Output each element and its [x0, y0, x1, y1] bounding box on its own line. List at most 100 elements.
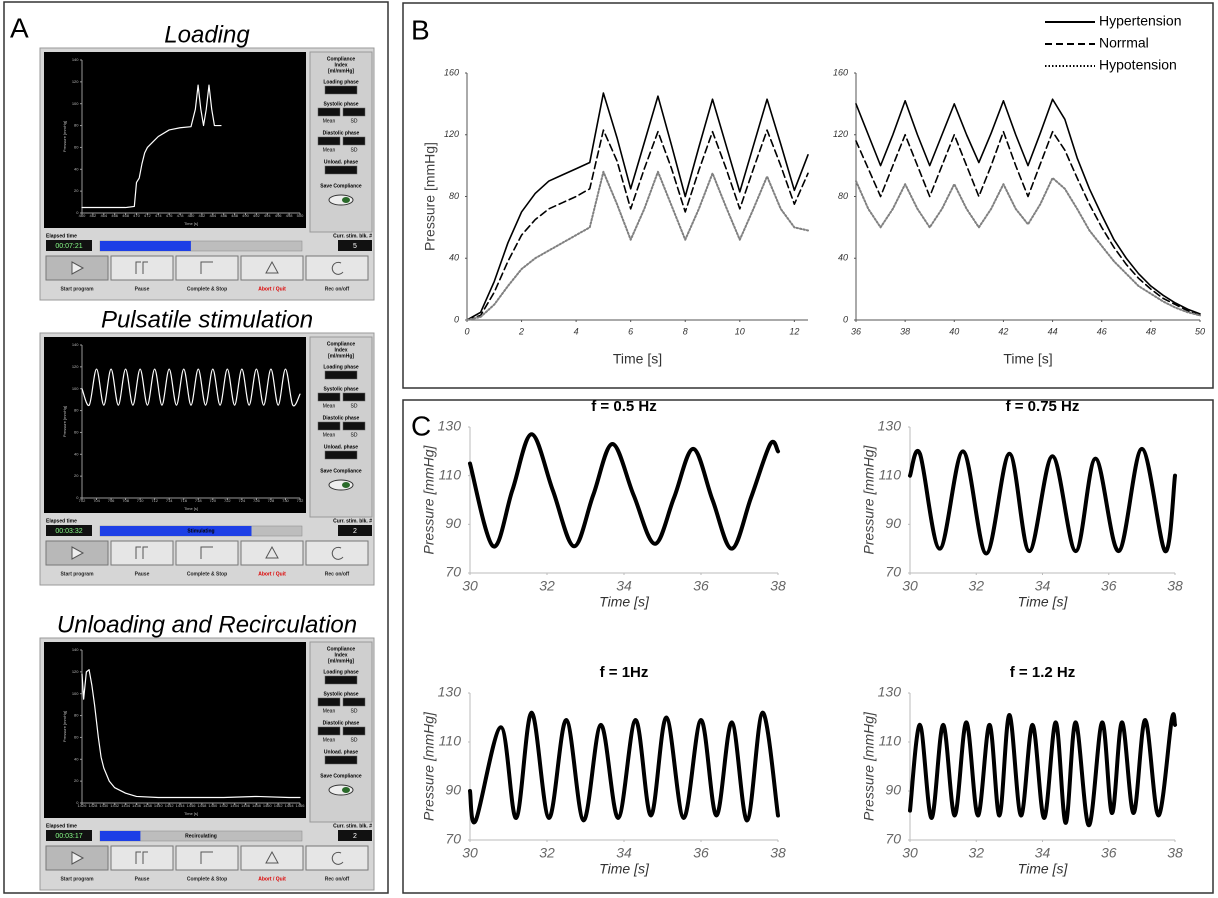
side-title: Compliance: [327, 341, 356, 347]
y-tick-label: 90: [885, 782, 901, 798]
button-icon: [71, 546, 85, 560]
x-tick-label: 494: [264, 213, 271, 218]
legend-label: Hypertension: [1099, 13, 1182, 29]
x-tick-label: 1462: [274, 803, 284, 808]
button-icon: [71, 261, 85, 275]
side-label: SD: [351, 147, 358, 153]
side-label: Mean: [323, 118, 336, 124]
button-icon: [135, 851, 148, 864]
elapsed-box: [46, 830, 92, 841]
x-tick-label: 1442: [165, 803, 175, 808]
x-axis-label: Time [s]: [613, 351, 662, 367]
chart-title: f = 1.2 Hz: [1010, 664, 1075, 681]
button-icon: [200, 546, 213, 559]
side-label: Save Compliance: [320, 183, 362, 189]
side-title: Compliance: [327, 56, 356, 62]
y-tick-label: 70: [445, 564, 461, 580]
button: [175, 255, 239, 281]
x-tick-label: 32: [539, 578, 555, 594]
x-tick-label: 4: [574, 326, 579, 336]
progress-text: Recirculating: [185, 833, 217, 839]
y-tick-label: 100: [72, 386, 79, 391]
side-label: Save Compliance: [320, 468, 362, 474]
side-label: SD: [351, 118, 358, 124]
y-axis-label: Pressure [mmHg]: [62, 406, 67, 437]
side-label: Save Compliance: [320, 773, 362, 779]
button-label: Complete & Stop: [187, 286, 227, 292]
y-tick-label: 40: [74, 756, 79, 761]
side-label: Diastolic phase: [323, 415, 360, 421]
value-box: [317, 697, 341, 707]
button-label: Abort / Quit: [258, 876, 286, 882]
x-tick-label: 0: [464, 326, 469, 336]
y-axis-label: Pressure [mmHg]: [861, 711, 877, 821]
x-tick-label: 714: [166, 498, 173, 503]
y-tick-label: 130: [438, 684, 462, 700]
screen-title: Loading: [164, 21, 250, 48]
button-label: Rec on/off: [325, 571, 350, 577]
x-tick-label: 34: [1035, 845, 1051, 861]
x-tick-label: 38: [770, 578, 786, 594]
y-tick-label: 60: [74, 144, 79, 149]
y-axis-label: Pressure [mmHg]: [422, 142, 438, 251]
x-tick-label: 44: [1048, 326, 1058, 336]
legend-label: Norrmal: [1099, 35, 1149, 51]
block-value: 5: [353, 243, 357, 250]
chart-title: f = 0.75 Hz: [1006, 398, 1080, 415]
x-tick-label: 38: [1167, 578, 1183, 594]
x-tick-label: 730: [282, 498, 289, 503]
button-icon: [135, 261, 148, 274]
block-value: 2: [353, 833, 357, 840]
button: [305, 540, 369, 566]
x-tick-label: 34: [616, 578, 632, 594]
y-tick-label: 110: [439, 733, 462, 749]
x-tick-label: 1452: [219, 803, 229, 808]
side-label: SD: [351, 708, 358, 714]
x-tick-label: 706: [108, 498, 115, 503]
side-label: Mean: [323, 403, 336, 409]
y-axis-label: Pressure [mmHg]: [861, 444, 877, 554]
block-label: Curr. stim. blk. #: [333, 823, 372, 829]
series-line: [468, 710, 780, 825]
y-tick-label: 90: [445, 515, 461, 531]
x-tick-label: 36: [851, 326, 861, 336]
toggle-knob: [342, 197, 350, 203]
y-tick-label: 80: [74, 713, 79, 718]
y-tick-label: 110: [879, 466, 902, 482]
panel-label: C: [411, 410, 431, 441]
x-tick-label: 1460: [263, 803, 273, 808]
elapsed-label: Elapsed time: [46, 233, 77, 239]
x-tick-label: 712: [151, 498, 158, 503]
value-box: [342, 697, 366, 707]
x-tick-label: 702: [79, 498, 86, 503]
button: [175, 845, 239, 871]
x-tick-label: 30: [902, 845, 918, 861]
side-title: [ml/mmHg]: [328, 658, 354, 664]
progress-fill: [100, 241, 191, 251]
x-tick-label: 478: [177, 213, 184, 218]
x-axis-label: Time [s]: [184, 221, 198, 226]
button-label: Start program: [60, 876, 94, 882]
side-label: Systolic phase: [323, 691, 358, 697]
button-label: Pause: [135, 571, 150, 577]
button: [240, 255, 304, 281]
value-box: [324, 370, 358, 380]
series-line: [855, 176, 1201, 317]
x-tick-label: 1440: [154, 803, 164, 808]
value-box: [324, 85, 358, 95]
value-box: [342, 392, 366, 402]
y-tick-label: 40: [74, 166, 79, 171]
button-label: Pause: [135, 876, 150, 882]
x-tick-label: 1438: [143, 803, 153, 808]
y-tick-label: 70: [885, 831, 901, 847]
series-line: [908, 712, 1177, 828]
y-tick-label: 130: [878, 418, 902, 434]
y-tick-label: 0: [76, 800, 79, 805]
panel-label: B: [411, 14, 430, 45]
y-tick-label: 40: [838, 253, 848, 263]
series-line: [466, 129, 809, 321]
value-box: [324, 675, 358, 685]
x-tick-label: 38: [1167, 845, 1183, 861]
x-tick-label: 1426: [78, 803, 88, 808]
x-tick-label: 36: [1101, 845, 1117, 861]
